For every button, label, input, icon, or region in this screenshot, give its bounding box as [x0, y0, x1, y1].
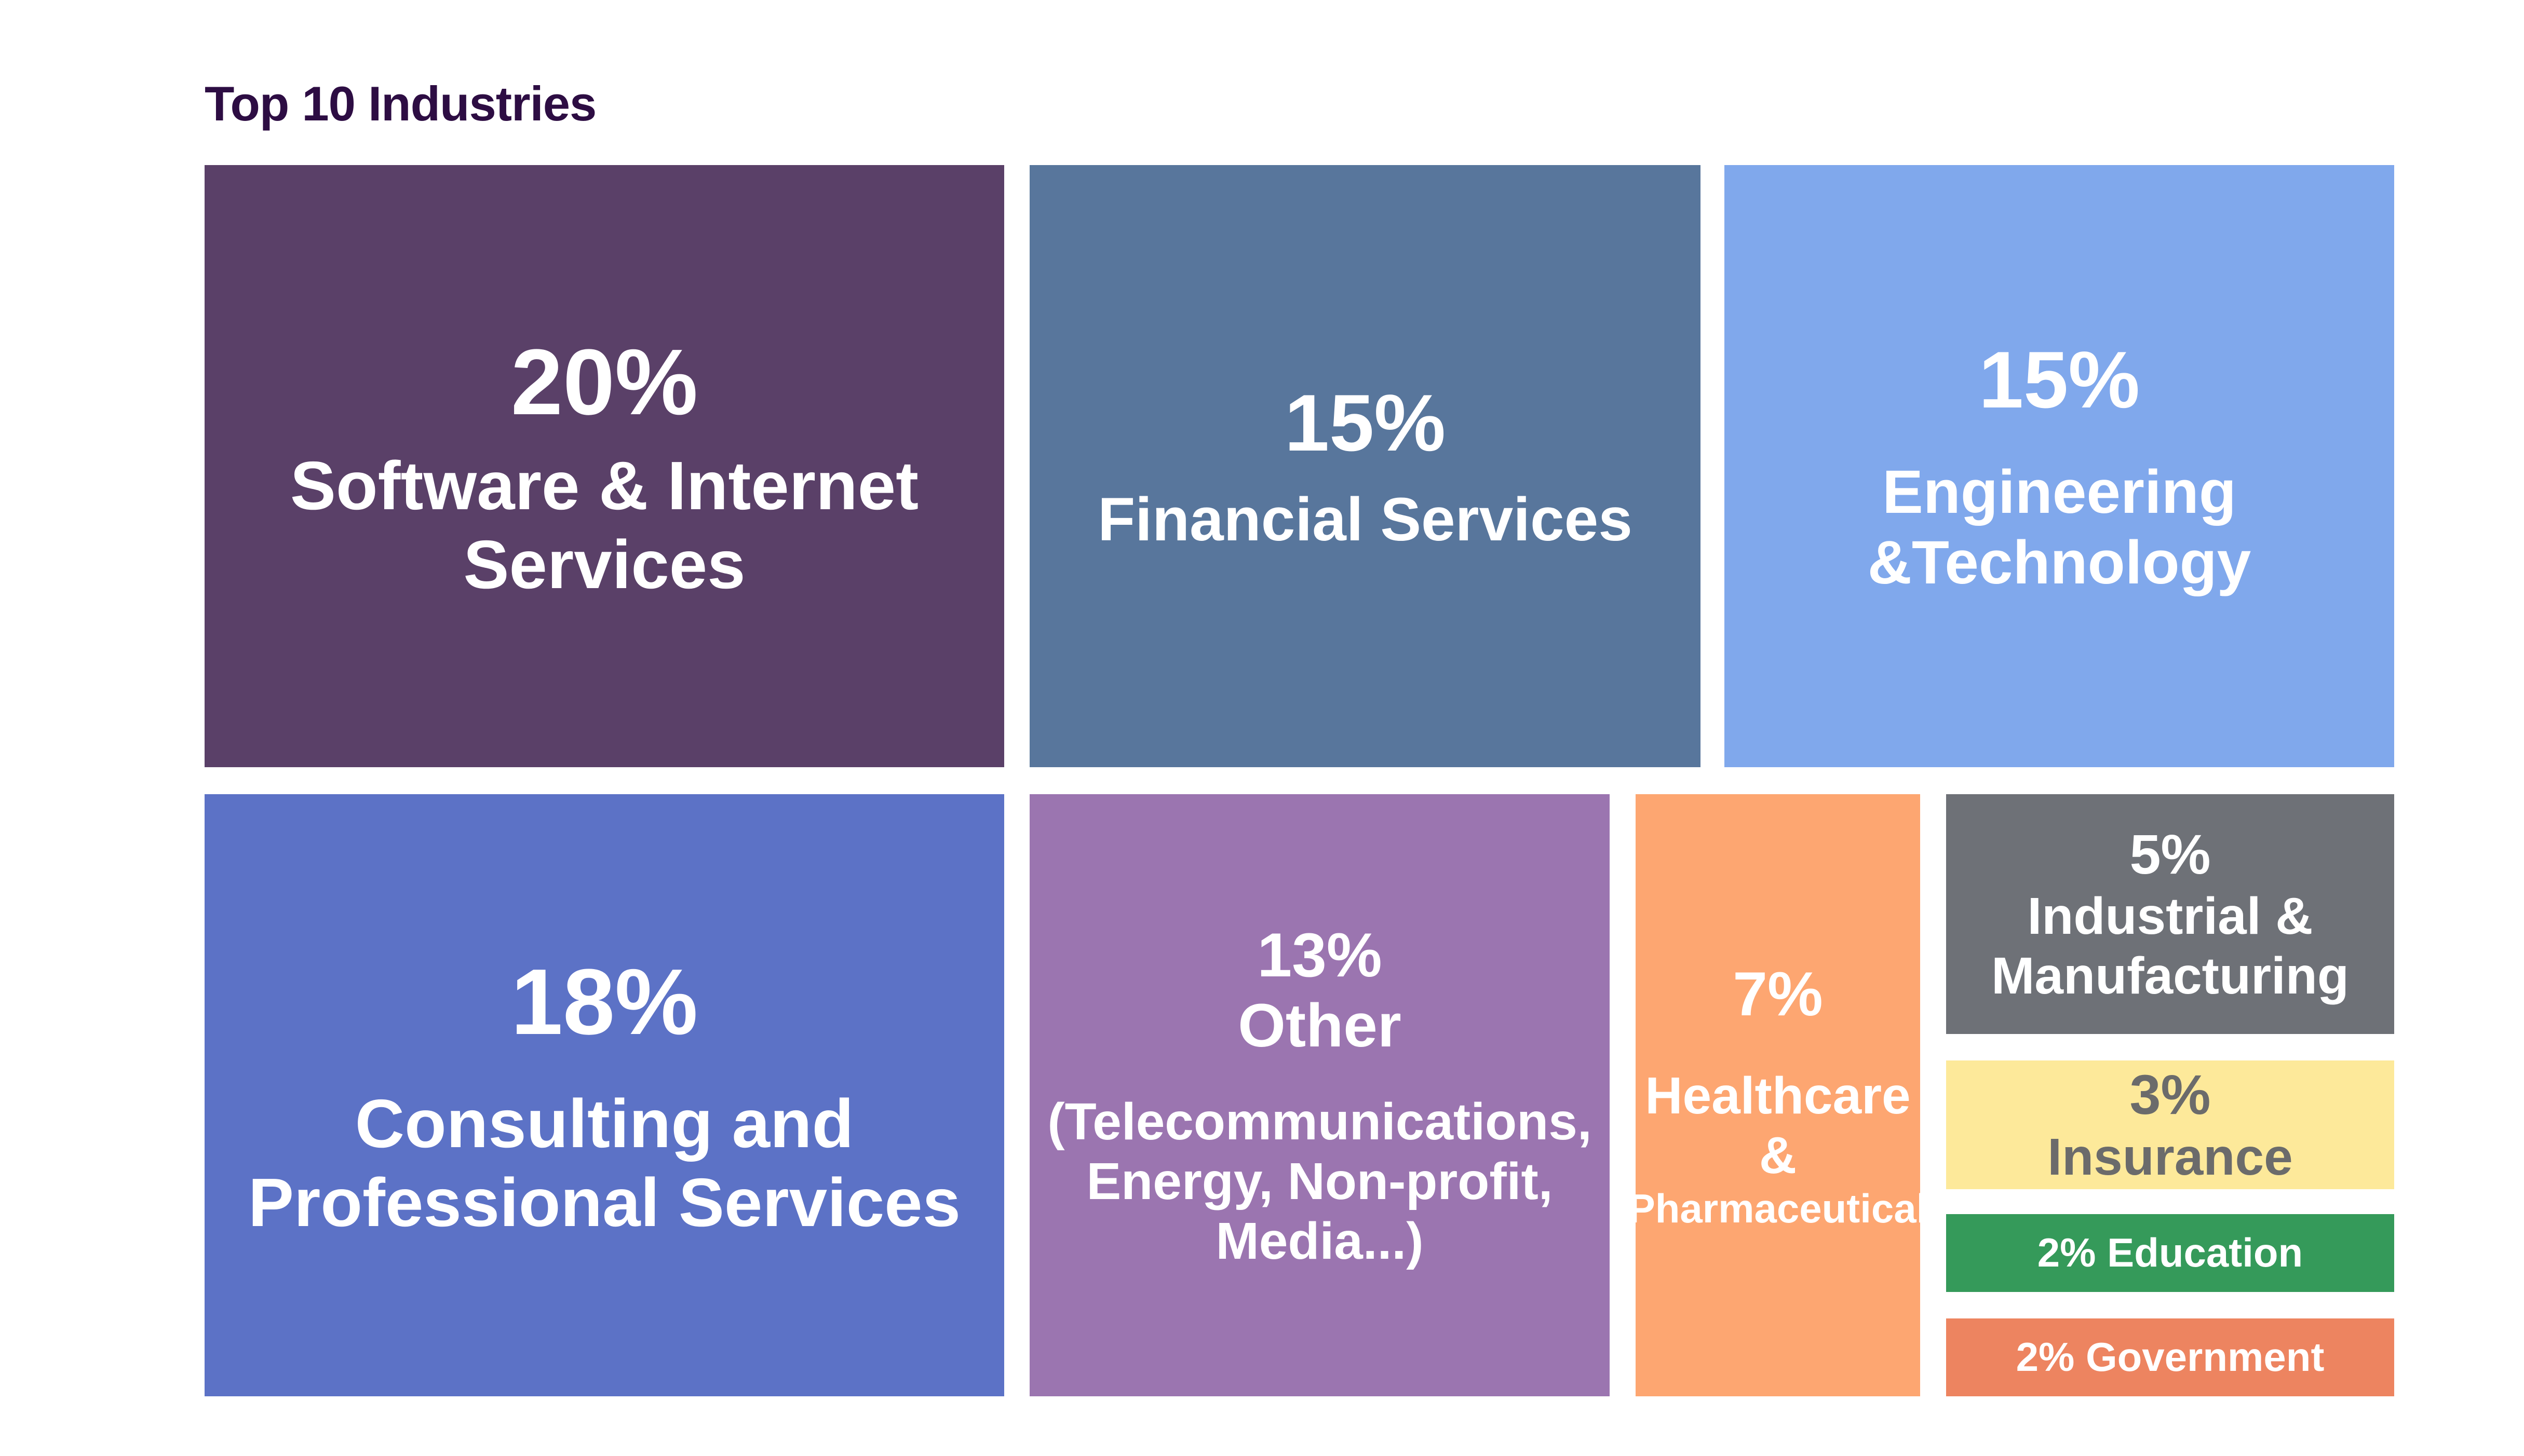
- tile-percent: 3%: [2129, 1063, 2211, 1126]
- tile-detail: Media...): [1216, 1212, 1424, 1271]
- tile-label: &Technology: [1867, 528, 2251, 597]
- tile-financial-services: 15% Financial Services: [1030, 165, 1700, 767]
- tile-label: 2% Education: [2037, 1230, 2303, 1276]
- tile-software-internet-services: 20% Software & Internet Services: [205, 165, 1004, 767]
- tile-label: Services: [463, 526, 746, 603]
- tile-healthcare-pharmaceutical: 7% Healthcare & Pharmaceutical: [1636, 794, 1920, 1396]
- tile-consulting-professional-services: 18% Consulting and Professional Services: [205, 794, 1004, 1396]
- chart-title: Top 10 Industries: [205, 76, 597, 131]
- tile-label: Insurance: [2047, 1127, 2293, 1186]
- tile-label: Professional Services: [248, 1164, 961, 1241]
- tile-percent: 15%: [1284, 378, 1446, 468]
- tile-label: Other: [1238, 991, 1401, 1060]
- tile-label: Healthcare: [1645, 1067, 1911, 1125]
- tile-label: &: [1759, 1126, 1797, 1185]
- tile-percent: 13%: [1257, 920, 1382, 990]
- tile-label: Industrial &: [2027, 887, 2313, 946]
- tile-education: 2% Education: [1946, 1214, 2394, 1292]
- tile-insurance: 3% Insurance: [1946, 1060, 2394, 1189]
- tile-label: 2% Government: [2016, 1334, 2325, 1380]
- tile-industrial-manufacturing: 5% Industrial & Manufacturing: [1946, 794, 2394, 1034]
- tile-percent: 15%: [1978, 335, 2140, 425]
- tile-percent: 5%: [2129, 822, 2211, 886]
- tile-other: 13% Other (Telecommunications, Energy, N…: [1030, 794, 1610, 1396]
- tile-government: 2% Government: [1946, 1318, 2394, 1396]
- tile-engineering-technology: 15% Engineering &Technology: [1724, 165, 2394, 767]
- tile-percent: 18%: [510, 950, 698, 1055]
- tile-percent: 20%: [510, 330, 698, 434]
- tile-label: Financial Services: [1098, 485, 1632, 554]
- tile-label: Pharmaceutical: [1636, 1186, 1920, 1232]
- tile-label: Manufacturing: [1991, 947, 2349, 1005]
- tile-label: Engineering: [1882, 458, 2236, 527]
- tile-label: Consulting and: [355, 1085, 854, 1162]
- tile-label: Software & Internet: [290, 447, 919, 524]
- tile-percent: 7%: [1733, 959, 1823, 1029]
- tile-detail: Energy, Non-profit,: [1086, 1152, 1553, 1211]
- tile-detail: (Telecommunications,: [1047, 1093, 1592, 1151]
